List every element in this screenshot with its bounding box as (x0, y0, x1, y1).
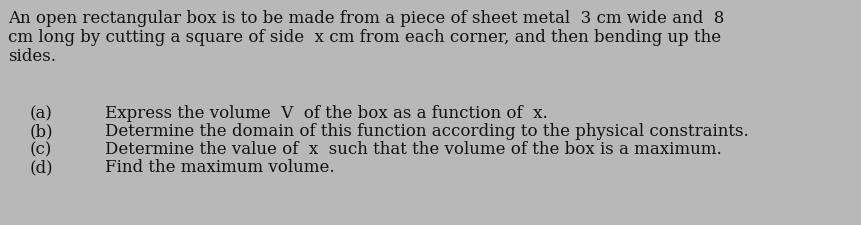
Text: (d): (d) (30, 158, 53, 175)
Text: (a): (a) (30, 105, 53, 122)
Text: cm long by cutting a square of side  x cm from each corner, and then bending up : cm long by cutting a square of side x cm… (8, 29, 721, 46)
Text: (b): (b) (30, 122, 53, 139)
Text: Determine the domain of this function according to the physical constraints.: Determine the domain of this function ac… (105, 122, 748, 139)
Text: Find the maximum volume.: Find the maximum volume. (105, 158, 334, 175)
Text: An open rectangular box is to be made from a piece of sheet metal  3 cm wide and: An open rectangular box is to be made fr… (8, 10, 723, 27)
Text: sides.: sides. (8, 48, 56, 65)
Text: Express the volume  V  of the box as a function of  x.: Express the volume V of the box as a fun… (105, 105, 547, 122)
Text: Determine the value of  x  such that the volume of the box is a maximum.: Determine the value of x such that the v… (105, 140, 721, 157)
Text: (c): (c) (30, 140, 53, 157)
